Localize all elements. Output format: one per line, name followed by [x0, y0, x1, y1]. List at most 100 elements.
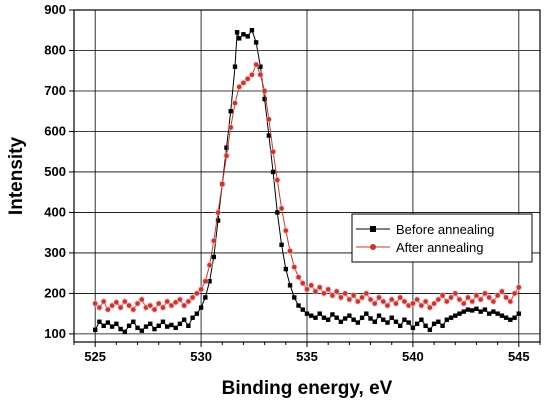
data-point	[270, 169, 276, 175]
data-point	[97, 305, 102, 310]
data-point	[359, 295, 365, 300]
data-point	[266, 133, 272, 138]
data-point	[338, 319, 344, 324]
legend: Before annealing After annealing	[351, 213, 533, 263]
data-point	[321, 315, 327, 320]
data-point	[241, 80, 246, 86]
data-point	[118, 326, 123, 332]
data-point	[414, 297, 420, 302]
data-point	[368, 297, 373, 302]
x-axis-title: Binding energy, eV	[222, 378, 393, 399]
data-point	[503, 315, 509, 320]
data-point	[224, 145, 229, 150]
data-point	[114, 321, 119, 326]
y-tick-label: 300	[44, 245, 66, 260]
data-point	[275, 210, 280, 215]
data-point	[512, 291, 517, 296]
data-point	[385, 303, 390, 308]
data-point	[440, 293, 445, 298]
data-point	[207, 262, 212, 268]
data-point	[325, 317, 331, 322]
data-point	[368, 316, 373, 321]
data-point	[190, 315, 195, 320]
data-point	[279, 242, 284, 248]
data-point	[207, 279, 212, 284]
data-point	[232, 64, 238, 69]
data-point	[389, 315, 394, 320]
data-point	[347, 313, 352, 318]
data-point	[296, 303, 301, 308]
data-point	[304, 311, 310, 316]
y-tick-label: 900	[44, 2, 66, 17]
x-tick-label: 535	[296, 349, 318, 364]
data-point	[169, 322, 174, 328]
data-point	[236, 84, 242, 90]
data-point	[181, 303, 187, 308]
data-point	[249, 28, 255, 33]
x-tick-label: 545	[508, 349, 530, 364]
data-point	[444, 299, 450, 304]
data-point	[253, 62, 259, 67]
data-point	[508, 299, 513, 304]
x-tick-label: 530	[190, 349, 212, 364]
data-point	[262, 96, 267, 102]
data-point	[406, 320, 411, 325]
x-tick-label: 540	[402, 349, 424, 364]
data-point	[393, 319, 399, 324]
data-point	[469, 299, 475, 304]
data-point	[427, 305, 433, 310]
data-point	[355, 299, 361, 304]
data-point	[317, 285, 323, 290]
data-point	[194, 291, 200, 296]
data-point	[177, 297, 183, 302]
data-point	[114, 300, 119, 305]
data-point	[372, 319, 377, 324]
series-layer	[91, 28, 523, 335]
data-point	[461, 309, 466, 314]
legend-label-after: After annealing	[396, 240, 483, 255]
data-point	[164, 299, 170, 304]
data-point	[287, 248, 293, 254]
data-point	[482, 291, 488, 296]
data-point	[465, 295, 471, 300]
data-point	[436, 319, 441, 324]
data-point	[287, 283, 293, 288]
data-point	[215, 218, 221, 223]
data-point	[253, 40, 259, 45]
data-point	[351, 293, 356, 298]
data-point	[101, 323, 106, 329]
data-point	[359, 315, 365, 320]
data-point	[135, 325, 140, 331]
data-point	[283, 228, 289, 233]
data-point	[105, 320, 111, 325]
data-point	[440, 323, 445, 329]
data-point	[198, 287, 204, 292]
data-point	[491, 299, 496, 304]
data-point	[309, 313, 314, 318]
data-point	[342, 316, 348, 321]
data-point	[241, 32, 246, 37]
data-point	[291, 264, 297, 270]
data-point	[203, 278, 208, 284]
data-point	[186, 323, 191, 329]
data-point	[495, 311, 500, 316]
data-point	[211, 238, 217, 244]
legend-label-before: Before annealing	[396, 222, 494, 237]
data-point	[152, 326, 157, 332]
data-point	[296, 274, 301, 280]
data-point	[478, 309, 483, 314]
data-point	[321, 291, 327, 296]
data-point	[448, 315, 454, 320]
data-point	[198, 305, 204, 310]
data-point	[325, 287, 331, 292]
data-point	[508, 317, 513, 322]
data-point	[262, 88, 267, 94]
data-point	[495, 293, 500, 298]
y-tick-label: 400	[44, 204, 66, 219]
data-point	[410, 325, 416, 331]
legend-marker-before	[370, 226, 376, 232]
data-point	[224, 153, 229, 159]
data-point	[186, 299, 191, 304]
data-point	[300, 280, 306, 286]
